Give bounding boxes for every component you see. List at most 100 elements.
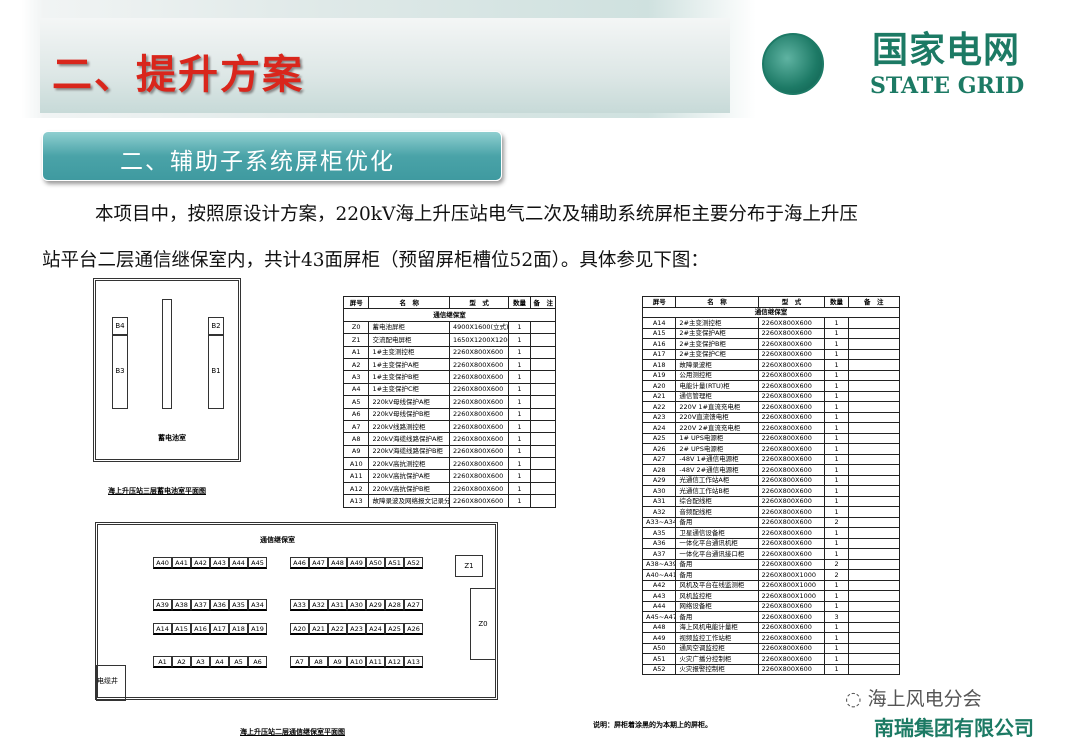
remark-cell <box>847 621 901 633</box>
table-cell: A18 <box>641 359 677 371</box>
table-cell: 一体化平台通讯机柜 <box>675 537 759 549</box>
cabinet-box: B2 <box>208 317 224 335</box>
table-cell: 220kV海缆线路保护B柜 <box>368 444 450 459</box>
table-cell: 2260X800X1000 <box>757 590 826 602</box>
remark-cell <box>847 611 901 623</box>
partition <box>162 299 172 409</box>
remark-cell <box>847 422 901 434</box>
table-row: A3 1#主变保护B柜 2260X800X600 1 <box>342 370 557 384</box>
battery-room-plan: B4 B3 B2 B1 蓄电池室 <box>93 278 241 462</box>
wechat-icon: ◌ <box>845 688 868 710</box>
remark-cell <box>847 590 901 602</box>
cabinet-slot: A42 <box>191 557 210 569</box>
cabinet-slot: A24 <box>366 623 385 635</box>
table-cell: A35 <box>641 527 677 539</box>
table-cell: 网络设备柜 <box>675 600 759 612</box>
table-cell: 2260X800X600 <box>757 359 826 371</box>
remark-cell <box>847 663 901 675</box>
table-row: A45~A47 备用 2260X800X600 3 <box>641 611 901 623</box>
table-cell: A25 <box>641 432 677 444</box>
table-cell: 1#主变测控柜 <box>368 345 450 359</box>
table-cell: 海上风机电能计量柜 <box>675 621 759 633</box>
table-cell: 2260X800X600 <box>448 469 510 483</box>
table-row: A40~A41 备用 2260X800X1000 2 <box>641 569 901 581</box>
remark-cell <box>847 390 901 402</box>
table-row: A2 1#主变保护A柜 2260X800X600 1 <box>342 357 557 372</box>
table-cell: A37 <box>641 548 677 560</box>
remark-cell <box>529 333 557 347</box>
cabinet-slot: A21 <box>309 623 328 635</box>
cabinet-slot: A11 <box>366 656 385 668</box>
table-cell: 2260X800X600 <box>757 338 826 350</box>
table-cell: 故障录波及网络报文记录分析柜 <box>368 494 450 508</box>
cabinet-slot: A52 <box>404 557 423 569</box>
table-row: A12 220kV高抗保护B柜 2260X800X600 1 <box>342 481 557 496</box>
table-cell: 1#主变保护C柜 <box>368 382 450 397</box>
column-header: 型 式 <box>448 295 510 310</box>
table-row: A7 220kV线路测控柜 2260X800X600 1 <box>342 419 557 434</box>
table-cell: A30 <box>641 485 677 497</box>
cabinet-slot: A25 <box>385 623 404 635</box>
table-cell: 1 <box>824 527 849 539</box>
table-cell: 通风空调监控柜 <box>675 642 759 654</box>
table-cell: 220kV高抗保护B柜 <box>368 481 450 496</box>
remark-cell <box>847 537 901 549</box>
remark-cell <box>847 453 901 465</box>
table-row: A24 220V 2#直流充电柜 2260X800X600 1 <box>641 422 901 434</box>
cabinet-slot: A30 <box>347 599 366 611</box>
table-cell: 1650X1200X1200 <box>448 333 510 347</box>
table-cell: 2260X800X600 <box>757 422 826 434</box>
table-cell: 1# UPS电源柜 <box>675 432 759 444</box>
table-cell: 1 <box>824 369 849 381</box>
cabinet-slot: A1 <box>153 656 172 668</box>
table-cell: 2260X800X600 <box>448 419 510 434</box>
table-cell: A44 <box>641 600 677 612</box>
table-cell: 备用 <box>675 611 759 623</box>
logo-chinese-text: 国家电网 <box>872 30 1021 71</box>
table-cell: 公用测控柜 <box>675 369 759 381</box>
table-row: Z1 交流配电屏柜 1650X1200X1200 1 <box>342 333 557 347</box>
table-cell: A17 <box>641 348 677 360</box>
table-cell: A49 <box>641 632 677 644</box>
table-cell: A33~A34 <box>641 516 677 528</box>
table-cell: 2260X800X600 <box>757 380 826 392</box>
cabinet-slot: A12 <box>385 656 404 668</box>
table-cell: 1 <box>508 320 531 335</box>
table-cell: 220kV海缆线路保护A柜 <box>368 432 450 446</box>
table-row: A52 火灾报警控制柜 2260X800X600 1 <box>641 663 901 675</box>
table-cell: 2260X800X600 <box>448 370 510 384</box>
table-cell: 1 <box>824 422 849 434</box>
table-cell: 1 <box>508 407 531 421</box>
table-cell: 1 <box>824 579 849 591</box>
table-cell: 1 <box>508 370 531 384</box>
cabinet-slot: A9 <box>328 656 347 668</box>
table-cell: A20 <box>641 380 677 392</box>
table-cell: -48V 2#通信电源柜 <box>675 464 759 476</box>
table-cell: 2260X800X600 <box>757 548 826 560</box>
table-cell: A43 <box>641 590 677 602</box>
table-cell: 1 <box>508 345 531 359</box>
cabinet-slot: A7 <box>290 656 309 668</box>
cabinet-slot: A50 <box>366 557 385 569</box>
table-header: 屏号名 称型 式数量备 注 <box>342 295 557 310</box>
remark-cell <box>847 359 901 371</box>
remark-cell <box>847 464 901 476</box>
column-header: 备 注 <box>847 296 901 308</box>
remark-cell <box>529 419 557 434</box>
table-cell: 1 <box>824 327 849 339</box>
table-cell: 1#主变保护B柜 <box>368 370 450 384</box>
table-cell: A1 <box>342 345 370 359</box>
column-header: 屏号 <box>342 295 370 310</box>
remark-cell <box>529 432 557 446</box>
cabinet-table-2: 屏号名 称型 式数量备 注通信继保室 A14 2#主变测控柜 2260X800X600… <box>641 296 901 675</box>
cabinet-z0: Z0 <box>470 588 496 660</box>
table-cell: A50 <box>641 642 677 654</box>
table-cell: 2#主变保护A柜 <box>675 327 759 339</box>
cabinet-slot: A4 <box>210 656 229 668</box>
table-cell: 卫星通信设备柜 <box>675 527 759 539</box>
table-cell: A12 <box>342 481 370 496</box>
table-row: A30 光通信工作站B柜 2260X800X600 1 <box>641 485 901 497</box>
table-cell: 交流配电屏柜 <box>368 333 450 347</box>
table-cell: 音频配线柜 <box>675 506 759 518</box>
table-row: A15 2#主变保护A柜 2260X800X600 1 <box>641 327 901 339</box>
